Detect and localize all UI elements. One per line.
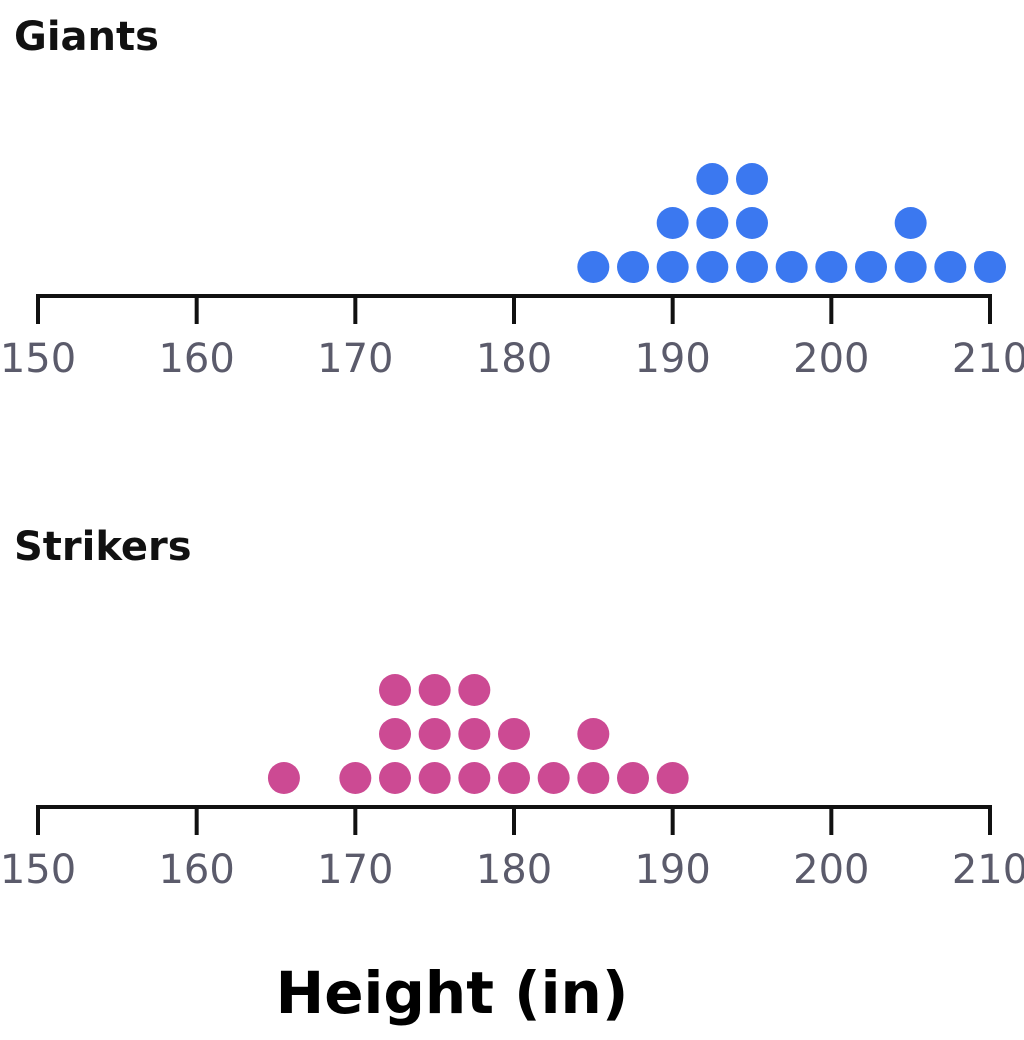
data-dot [379,762,411,794]
data-dot [696,163,729,195]
panel-title: Giants [14,14,159,60]
data-dot [339,762,372,794]
data-dot [458,762,491,794]
data-dot [418,762,451,794]
data-dot [458,674,491,706]
strikers-panel: Strikers 150 160 170 180 190 200 210 [0,524,1024,893]
data-dot [736,207,768,239]
data-dot [974,251,1006,283]
data-dot [815,251,848,283]
data-dot [775,251,808,283]
data-dot [696,207,729,239]
data-dot [736,163,768,195]
data-dot [934,251,967,283]
data-dot [537,762,570,794]
data-dot [656,251,689,283]
giants-panel: Giants 150 160 170 180 190 200 210 [0,14,1024,382]
data-dot [418,674,451,706]
data-dot [855,251,887,283]
tick-label: 170 [317,336,393,382]
tick-label: 190 [634,847,710,893]
tick-label: 200 [793,336,869,382]
data-dot [894,207,927,239]
tick-label: 160 [158,847,234,893]
data-dot [736,251,768,283]
data-dot [379,718,411,750]
tick-label: 150 [0,847,76,893]
tick-label: 210 [952,336,1024,382]
tick-label: 200 [793,847,869,893]
data-dot [498,762,530,794]
panel-title: Strikers [14,524,192,570]
tick-label: 190 [634,336,710,382]
data-dot [267,762,300,794]
data-dot [577,762,610,794]
data-dot [498,718,530,750]
tick-label: 210 [952,847,1024,893]
data-dot [379,674,411,706]
data-dot [418,718,451,750]
data-dot [577,251,610,283]
tick-label: 180 [476,336,552,382]
data-dot [656,207,689,239]
tick-label: 180 [476,847,552,893]
data-dot [894,251,927,283]
data-dot [656,762,689,794]
data-dot [458,718,491,750]
tick-label: 170 [317,847,393,893]
data-dot [617,762,649,794]
data-dot [617,251,649,283]
tick-label: 160 [158,336,234,382]
tick-label: 150 [0,336,76,382]
data-dot [577,718,610,750]
x-axis-label: Height (in) [276,959,629,1027]
data-dot [696,251,729,283]
